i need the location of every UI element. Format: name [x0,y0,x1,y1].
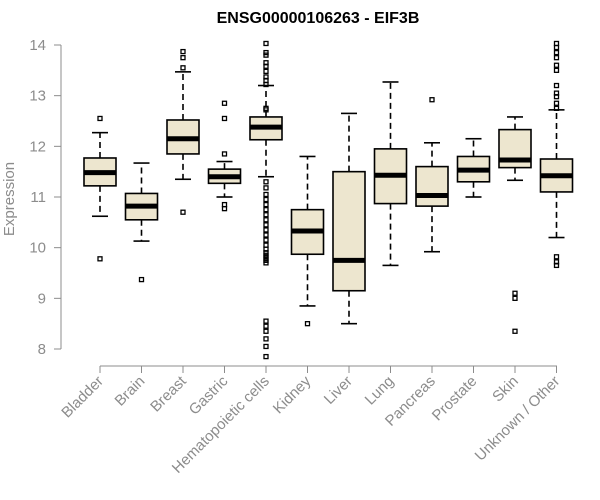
outlier-point [221,206,228,212]
outlier-point [97,115,103,122]
x-tick-label: Kidney [270,372,315,417]
outlier-point [263,81,269,88]
outlier-point [263,68,269,74]
box-group [498,116,532,334]
outlier-point [263,52,269,58]
outlier-point [304,321,311,327]
outlier-point [263,212,269,218]
outlier-point [263,353,269,360]
outlier-point [263,260,269,266]
box-group [456,137,491,198]
outlier-point [512,328,518,334]
outlier-point [263,63,269,69]
y-tick-label: 12 [29,138,46,155]
y-tick-label: 8 [38,341,46,358]
outlier-point [263,191,269,198]
outlier-point [553,100,560,106]
outlier-point [263,40,269,47]
box-group [207,100,242,212]
y-tick-label: 14 [29,37,46,54]
outlier-point [553,62,560,68]
box-group [83,115,117,262]
outlier-point [221,201,228,208]
box-group [332,112,366,325]
x-tick-label: Breast [147,372,190,415]
x-tick-label: Skin [489,373,522,406]
outlier-point [263,227,269,233]
iqr-box [415,165,449,207]
y-tick-label: 9 [38,290,46,307]
outlier-point [553,262,560,269]
x-tick-label: Liver [321,373,356,408]
x-tick-label: Prostate [429,373,481,425]
box-group [124,162,159,283]
outlier-point [263,222,269,228]
y-tick-label: 13 [29,88,46,105]
outlier-point [221,115,228,122]
x-tick-label: Bladder [58,373,107,422]
outlier-point [553,40,560,47]
y-axis-label: Expression [1,162,18,236]
iqr-box [332,170,366,292]
outlier-point [263,217,269,223]
outlier-point [263,77,269,84]
outlier-point [263,237,269,243]
outlier-point [138,276,145,283]
outlier-point [263,179,269,185]
outlier-point [263,207,269,213]
box-group [166,48,200,215]
y-tick-label: 10 [29,240,46,257]
outlier-point [97,256,103,262]
x-tick-label: Lung [362,373,398,409]
outlier-point [512,295,518,301]
box-group [539,40,574,269]
outlier-point [221,151,228,157]
outlier-point [553,67,560,73]
outlier-point [263,107,269,113]
outlier-point [263,232,269,238]
x-tick-label: Brain [112,373,149,410]
outlier-point [221,100,228,106]
outlier-point [263,185,269,191]
outlier-point [180,65,186,71]
outlier-point [263,201,269,208]
box-group [373,81,408,267]
outlier-point [263,196,269,203]
chart-title: ENSG00000106263 - EIF3B [217,10,420,27]
outlier-point [263,336,269,342]
box-group [249,40,283,360]
outlier-point [263,343,269,350]
outlier-point [553,49,560,56]
outlier-point [553,82,560,89]
box-group [290,155,325,327]
outlier-point [180,48,186,55]
y-tick-label: 11 [30,189,46,206]
outlier-point [553,55,560,61]
outlier-point [180,55,186,61]
outlier-point [263,323,269,329]
outlier-point [553,254,560,260]
outlier-point [553,44,560,51]
outlier-point [263,242,269,248]
outlier-point [553,94,560,100]
outlier-point [263,318,269,324]
outlier-point [553,105,560,111]
outlier-point [180,209,186,215]
outlier-point [263,328,269,334]
outlier-point [429,97,435,103]
box-group [415,97,449,253]
outlier-point [512,290,518,296]
